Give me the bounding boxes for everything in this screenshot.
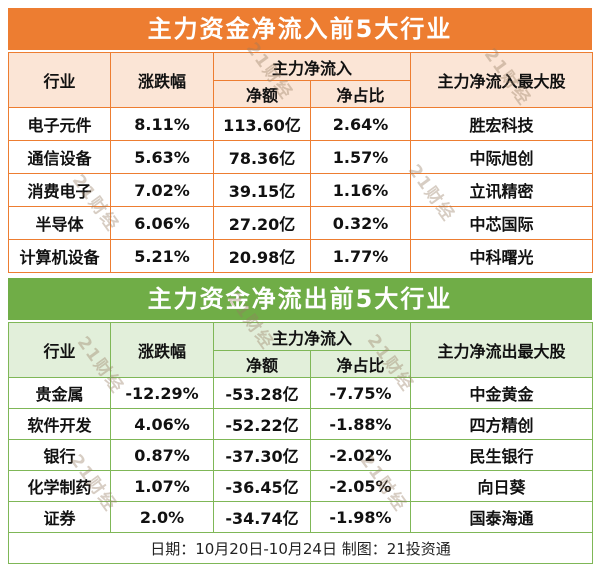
- inflow-header-net-ratio: 净占比: [309, 80, 412, 108]
- net-ratio-cell: -1.88%: [309, 408, 412, 440]
- outflow-header-change: 涨跌幅: [110, 322, 214, 378]
- net-amount-cell: 113.60亿: [213, 107, 311, 141]
- net-ratio-cell: -1.98%: [309, 501, 412, 533]
- top-stock-cell: 胜宏科技: [410, 107, 594, 141]
- table-row: 证券 2.0% -34.74亿 -1.98% 国泰海通: [8, 501, 594, 533]
- inflow-header-group: 主力净流入: [212, 52, 412, 81]
- change-cell: 5.21%: [110, 239, 214, 273]
- net-amount-cell: -34.74亿: [213, 501, 311, 533]
- top-stock-cell: 中科曙光: [410, 239, 594, 273]
- net-ratio-cell: 0.32%: [309, 206, 412, 240]
- outflow-header-industry: 行业: [8, 322, 111, 378]
- industry-cell: 通信设备: [8, 140, 111, 174]
- top-stock-cell: 中芯国际: [410, 206, 594, 240]
- net-amount-cell: 20.98亿: [213, 239, 311, 273]
- industry-cell: 计算机设备: [8, 239, 111, 273]
- net-ratio-cell: 2.64%: [309, 107, 412, 141]
- net-amount-cell: -37.30亿: [213, 439, 311, 471]
- net-ratio-cell: -7.75%: [309, 377, 412, 409]
- net-amount-cell: -36.45亿: [213, 470, 311, 502]
- industry-cell: 半导体: [8, 206, 111, 240]
- change-cell: 1.07%: [110, 470, 214, 502]
- net-ratio-cell: 1.16%: [309, 173, 412, 207]
- outflow-header-net-amount: 净额: [213, 350, 311, 378]
- net-amount-cell: -52.22亿: [213, 408, 311, 440]
- industry-cell: 化学制药: [8, 470, 111, 502]
- change-cell: 4.06%: [110, 408, 214, 440]
- table-row: 半导体 6.06% 27.20亿 0.32% 中芯国际: [8, 206, 594, 240]
- top-stock-cell: 立讯精密: [410, 173, 594, 207]
- table-row: 通信设备 5.63% 78.36亿 1.57% 中际旭创: [8, 140, 594, 174]
- top-stock-cell: 中际旭创: [410, 140, 594, 174]
- table-row: 化学制药 1.07% -36.45亿 -2.05% 向日葵: [8, 470, 594, 502]
- top-stock-cell: 向日葵: [410, 470, 594, 502]
- industry-cell: 证券: [8, 501, 111, 533]
- table-row: 银行 0.87% -37.30亿 -2.02% 民生银行: [8, 439, 594, 471]
- industry-cell: 电子元件: [8, 107, 111, 141]
- change-cell: 2.0%: [110, 501, 214, 533]
- table-row: 消费电子 7.02% 39.15亿 1.16% 立讯精密: [8, 173, 594, 207]
- top-stock-cell: 四方精创: [410, 408, 594, 440]
- footer-note: 日期：10月20日-10月24日 制图：21投资通: [7, 532, 594, 564]
- inflow-table: 行业 涨跌幅 主力净流入 主力净流入最大股 净额 净占比 电子元件 8.11% …: [8, 52, 594, 273]
- net-ratio-cell: -2.02%: [309, 439, 412, 471]
- outflow-header-net-ratio: 净占比: [309, 350, 412, 378]
- top-stock-cell: 民生银行: [410, 439, 594, 471]
- change-cell: 8.11%: [110, 107, 214, 141]
- inflow-header-change: 涨跌幅: [110, 52, 214, 108]
- change-cell: 5.63%: [110, 140, 214, 174]
- outflow-header-top-stock: 主力净流出最大股: [410, 322, 594, 378]
- industry-cell: 消费电子: [8, 173, 111, 207]
- top-stock-cell: 国泰海通: [410, 501, 594, 533]
- footer-row: 日期：10月20日-10月24日 制图：21投资通: [7, 532, 594, 564]
- change-cell: -12.29%: [110, 377, 214, 409]
- inflow-header-net-amount: 净额: [213, 80, 311, 108]
- industry-cell: 软件开发: [8, 408, 111, 440]
- table-row: 软件开发 4.06% -52.22亿 -1.88% 四方精创: [8, 408, 594, 440]
- inflow-title-band: 主力资金净流入前5大行业: [8, 8, 592, 50]
- top-stock-cell: 中金黄金: [410, 377, 594, 409]
- net-amount-cell: 78.36亿: [213, 140, 311, 174]
- net-amount-cell: 39.15亿: [213, 173, 311, 207]
- net-amount-cell: 27.20亿: [213, 206, 311, 240]
- inflow-header-top-stock: 主力净流入最大股: [410, 52, 594, 108]
- net-amount-cell: -53.28亿: [213, 377, 311, 409]
- outflow-title-band: 主力资金净流出前5大行业: [8, 278, 592, 320]
- change-cell: 0.87%: [110, 439, 214, 471]
- industry-cell: 贵金属: [8, 377, 111, 409]
- net-ratio-cell: 1.57%: [309, 140, 412, 174]
- content-area: 主力资金净流入前5大行业 行业 涨跌幅 主力净流入 主力净流入最大股 净额 净占…: [7, 8, 594, 564]
- change-cell: 7.02%: [110, 173, 214, 207]
- table-row: 计算机设备 5.21% 20.98亿 1.77% 中科曙光: [8, 239, 594, 273]
- industry-cell: 银行: [8, 439, 111, 471]
- table-row: 电子元件 8.11% 113.60亿 2.64% 胜宏科技: [8, 107, 594, 141]
- change-cell: 6.06%: [110, 206, 214, 240]
- inflow-header-industry: 行业: [8, 52, 111, 108]
- net-ratio-cell: -2.05%: [309, 470, 412, 502]
- outflow-header-group: 主力净流入: [212, 322, 412, 351]
- outflow-table: 行业 涨跌幅 主力净流入 主力净流出最大股 净额 净占比 贵金属 -12.29%…: [7, 322, 594, 564]
- net-ratio-cell: 1.77%: [309, 239, 412, 273]
- table-row: 贵金属 -12.29% -53.28亿 -7.75% 中金黄金: [8, 377, 594, 409]
